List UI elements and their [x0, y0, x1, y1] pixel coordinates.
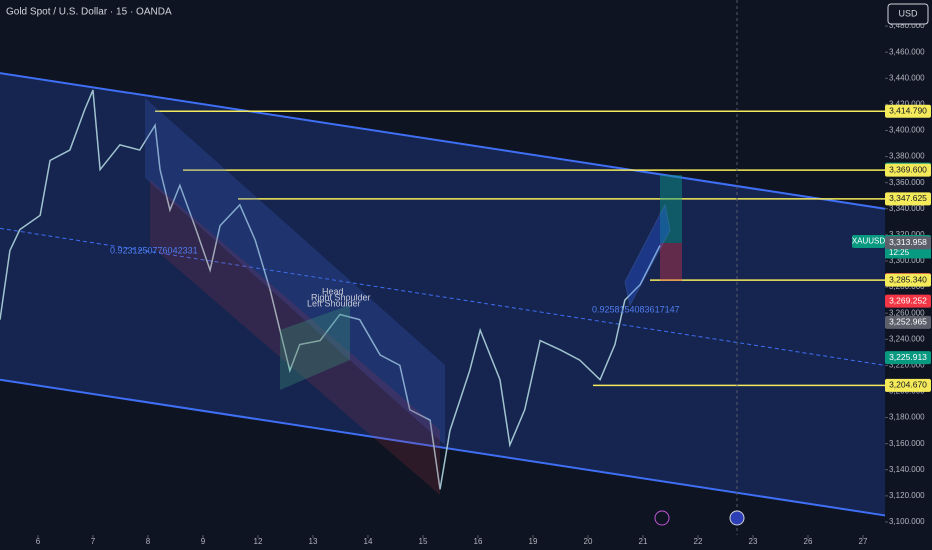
price-tag [885, 315, 931, 329]
price-tag [885, 351, 931, 365]
y-tick-label: 3,180.000 [889, 413, 925, 422]
price-tag-label: 3,313.958 [889, 237, 927, 247]
price-tag [885, 104, 931, 118]
x-tick-label: 21 [639, 537, 648, 546]
pattern-label: Head [322, 286, 344, 296]
y-tick-label: 3,300.000 [889, 256, 925, 265]
price-tag-label: 3,252.965 [889, 317, 927, 327]
countdown-bg [885, 247, 931, 259]
x-tick-label: 14 [364, 537, 373, 546]
price-tag [885, 163, 931, 177]
y-tick-label: 3,140.000 [889, 465, 925, 474]
y-tick-label: 3,440.000 [889, 73, 925, 82]
channel-line [0, 227, 886, 366]
inner-channel [145, 98, 445, 445]
x-tick-label: 19 [529, 537, 538, 546]
price-tag-label: 3,285.340 [889, 274, 927, 284]
x-tick-label: 15 [419, 537, 428, 546]
x-tick-label: 26 [804, 537, 813, 546]
y-tick-label: 3,360.000 [889, 178, 925, 187]
channel-fill [0, 73, 885, 516]
event-icon[interactable] [729, 510, 745, 526]
x-tick-label: 20 [584, 537, 593, 546]
countdown: 12:25 [889, 248, 910, 257]
x-tick-label: 8 [146, 537, 151, 546]
symbol-tag [852, 234, 885, 248]
price-tag-label: 3,414.790 [889, 105, 927, 115]
price-tag-label: 3,269.252 [889, 295, 927, 305]
x-tick-label: 23 [749, 537, 758, 546]
fib-label: 0.9258154083617147 [592, 304, 680, 314]
stop-box [660, 243, 682, 281]
price-tag-label: 3,204.670 [889, 380, 927, 390]
y-tick-label: 3,400.000 [889, 126, 925, 135]
y-tick-label: 3,340.000 [889, 204, 925, 213]
x-tick-label: 9 [201, 537, 206, 546]
chart-title: Gold Spot / U.S. Dollar · 15 · OANDA [6, 7, 172, 18]
y-tick-label: 3,260.000 [889, 308, 925, 317]
y-tick-label: 3,480.000 [889, 21, 925, 30]
price-tag-label: 3,369.600 [889, 164, 927, 174]
y-tick-label: 3,460.000 [889, 47, 925, 56]
price-tag [885, 192, 931, 206]
price-tag [885, 273, 931, 287]
pattern-box [280, 305, 350, 390]
y-tick-label: 3,380.000 [889, 152, 925, 161]
pattern-label: Right Shoulder [311, 292, 371, 302]
y-tick-label: 3,100.000 [889, 517, 925, 526]
axes: 3,100.000 3,120.000 3,140.000 3,160.000 3,18… [36, 21, 931, 546]
price-tag [885, 378, 931, 392]
price-line [0, 89, 661, 490]
y-tick-label: 3,420.000 [889, 99, 925, 108]
y-tick-label: 3,220.000 [889, 360, 925, 369]
price-tag-label: 3,225.913 [889, 352, 927, 362]
x-tick-label: 7 [91, 537, 96, 546]
symbol-label: XAUUSD [852, 237, 886, 246]
price-tag [885, 294, 931, 308]
price-tag [885, 236, 931, 250]
time-axis [0, 535, 932, 550]
y-tick-label: 3,240.000 [889, 334, 925, 343]
pattern-label: Left Shoulder [307, 298, 361, 308]
event-icon[interactable] [654, 510, 670, 526]
x-tick-label: 27 [859, 537, 868, 546]
x-tick-label: 22 [694, 537, 703, 546]
flag-channel [624, 203, 671, 307]
x-tick-label: 12 [254, 537, 263, 546]
position-box [150, 180, 440, 495]
x-tick-label: 6 [36, 537, 41, 546]
y-tick-label: 3,280.000 [889, 282, 925, 291]
y-tick-label: 3,120.000 [889, 491, 925, 500]
currency-button[interactable] [887, 3, 929, 25]
currency[interactable]: USD [898, 8, 918, 18]
y-tick-label: 3,160.000 [889, 439, 925, 448]
fib-label: 0.9231250776042331 [110, 245, 198, 255]
target-box [660, 175, 682, 243]
x-tick-label: 16 [474, 537, 483, 546]
y-tick-label: 3,320.000 [889, 230, 925, 239]
x-tick-label: 13 [309, 537, 318, 546]
price-tag-label: 3,347.625 [889, 193, 927, 203]
